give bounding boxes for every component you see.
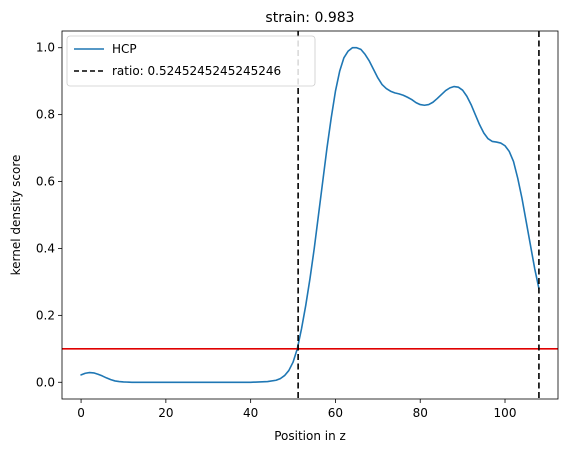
plot-clip-group [62,31,558,399]
y-tick-label: 0.4 [36,241,55,255]
x-axis-ticks: 0 20 40 60 80 100 [77,399,516,420]
x-tick-label: 60 [328,406,343,420]
legend-hcp-label: HCP [112,42,137,56]
y-axis-ticks: 0.0 0.2 0.4 0.6 0.8 1.0 [36,41,62,389]
x-tick-label: 80 [413,406,428,420]
y-axis-label: kernel density score [9,155,23,276]
y-tick-label: 0.2 [36,308,55,322]
y-tick-label: 1.0 [36,41,55,55]
x-tick-label: 20 [158,406,173,420]
legend-box [66,35,316,87]
x-tick-label: 0 [77,406,85,420]
series-line-hcp [80,46,540,384]
plot-area [62,31,558,399]
chart-title: strain: 0.983 [265,10,354,26]
x-tick-label: 100 [494,406,517,420]
x-axis-label: Position in z [274,429,346,443]
plot-frame [61,30,559,400]
y-tick-label: 0.0 [36,375,55,389]
legend: HCP ratio: 0.5245245245245246 [66,35,316,87]
y-tick-label: 0.6 [36,175,55,189]
y-tick-label: 0.8 [36,108,55,122]
x-tick-label: 40 [243,406,258,420]
legend-ratio-label: ratio: 0.5245245245245246 [112,64,281,78]
